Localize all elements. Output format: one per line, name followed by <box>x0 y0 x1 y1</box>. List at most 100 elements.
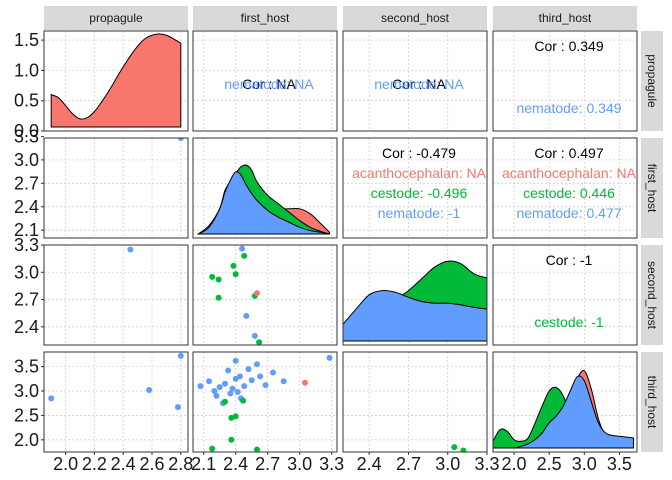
x-tick-label-second_host: 2.4 <box>357 454 382 474</box>
panel-grid-first_host-second_host <box>343 138 487 238</box>
x-tick-label-propagule: 2.8 <box>168 454 193 474</box>
point-nematode <box>236 373 243 380</box>
panel-grid-third_host-propagule <box>44 352 188 452</box>
panel-grid-second_host-third_host <box>493 245 637 345</box>
y-tick-label-second_host: 2.7 <box>14 290 39 310</box>
point-cestode <box>230 262 237 269</box>
strip-right-propagule <box>641 31 663 131</box>
point-nematode <box>174 404 181 411</box>
scatter-second_host_vs_first_host <box>209 245 263 345</box>
x-tick-label-first_host: 2.7 <box>255 454 280 474</box>
panel-grid-propagule-third_host <box>493 31 637 131</box>
point-nematode <box>239 245 246 252</box>
corr-overall-label: Cor : -0.479 <box>382 145 456 161</box>
y-tick-label-third_host: 3.5 <box>14 357 39 377</box>
panel-grid-second_host-first_host <box>193 245 337 345</box>
strip-right-label-first_host: first_host <box>645 164 659 213</box>
point-nematode <box>216 384 223 391</box>
scatter-first_host_vs_propagule <box>177 138 184 141</box>
y-tick-label-propagule: 0.0 <box>14 121 39 141</box>
panel-border-third_host-third_host <box>492 351 638 453</box>
y-tick-label-propagule: 1.0 <box>14 60 39 80</box>
point-cestode <box>209 273 216 280</box>
x-tick-label-propagule: 2.6 <box>139 454 164 474</box>
point-nematode <box>127 246 134 253</box>
panel-border-third_host-propagule <box>43 351 189 453</box>
panel-grid-propagule-second_host <box>343 31 487 131</box>
corr-third_host_first_host: Cor : 0.497 acanthocephalan: NA cestode: 0… <box>502 145 637 221</box>
point-cestode <box>215 276 222 283</box>
corr-overall-label: Cor : 0.497 <box>534 145 603 161</box>
panel-border-first_host-second_host <box>342 137 488 239</box>
x-tick-label-first_host: 3.0 <box>287 454 312 474</box>
point-nematode <box>280 378 287 385</box>
scatter-second_host_vs_propagule <box>127 246 134 253</box>
y-tick-label-first_host: 2.4 <box>14 197 39 217</box>
point-nematode <box>222 380 228 387</box>
panel-bg-third_host-propagule <box>44 352 188 452</box>
point-nematode <box>326 354 333 361</box>
point-nematode <box>243 312 250 319</box>
strip-top-first_host <box>193 6 337 30</box>
panel-border-third_host-first_host <box>192 351 338 453</box>
point-cestode <box>240 397 247 404</box>
panel-grid-propagule-first_host <box>193 31 337 131</box>
panel-grid-third_host-first_host <box>193 352 337 452</box>
point-nematode <box>251 332 258 339</box>
x-tick-label-second_host: 3.3 <box>474 454 499 474</box>
corr-group-label-cestode: cestode: 0.446 <box>523 185 615 201</box>
corr-third_host_second_host: Cor : -1 cestode: -1 <box>534 252 603 330</box>
point-nematode <box>225 367 232 374</box>
x-tick-label-third_host: 2.5 <box>537 454 562 474</box>
strip-right-second_host <box>641 245 663 345</box>
panel-border-second_host-first_host <box>192 244 338 346</box>
y-tick-label-second_host: 2.4 <box>14 317 39 337</box>
strip-right-label-second_host: second_host <box>645 261 659 330</box>
point-nematode <box>245 366 252 373</box>
point-cestode <box>222 398 228 405</box>
scatter-third_host_vs_second_host <box>451 444 467 452</box>
corr-group-label-nematode: nematode: NA <box>374 76 464 92</box>
panel-bg-third_host-first_host <box>193 352 337 452</box>
point-acanthocephalan <box>302 379 308 386</box>
point-cestode <box>254 446 260 452</box>
corr-group-label-nematode: nematode: NA <box>224 76 314 92</box>
density-group-propagule <box>50 33 182 128</box>
strip-top-label-third_host: third_host <box>539 11 592 25</box>
strip-top-label-first_host: first_host <box>241 11 290 25</box>
x-tick-label-third_host: 3.0 <box>572 454 597 474</box>
strip-top-third_host <box>493 6 637 30</box>
corr-group-label-cestode: cestode: -0.496 <box>371 185 468 201</box>
corr-overall-label: Cor : 0.349 <box>534 38 603 54</box>
panel-border-second_host-propagule <box>43 244 189 346</box>
panel-bg-third_host-second_host <box>343 352 487 452</box>
panel-grid-first_host-third_host <box>493 138 637 238</box>
x-tick-label-third_host: 3.5 <box>607 454 632 474</box>
point-acanthocephalan <box>254 290 260 297</box>
point-cestode <box>215 294 222 301</box>
y-tick-label-propagule: 0.5 <box>14 91 39 111</box>
panel-bg-second_host-third_host <box>493 245 637 345</box>
point-nematode <box>254 361 260 368</box>
panel-border-second_host-second_host <box>342 244 488 346</box>
point-cestode <box>460 447 467 452</box>
point-cestode <box>209 445 216 452</box>
density-group-first_host <box>196 164 331 235</box>
point-nematode <box>227 390 234 397</box>
panel-bg-second_host-propagule <box>44 245 188 345</box>
corr-group-label-nematode: nematode: -1 <box>378 205 461 221</box>
panel-border-first_host-first_host <box>192 137 338 239</box>
point-nematode <box>213 392 220 399</box>
point-nematode <box>257 373 264 380</box>
point-nematode <box>234 389 241 395</box>
panel-border-propagule-second_host <box>342 30 488 132</box>
point-nematode <box>241 383 248 390</box>
panel-bg-second_host-first_host <box>193 245 337 345</box>
x-tick-label-first_host: 2.1 <box>191 454 216 474</box>
x-tick-label-first_host: 2.4 <box>223 454 248 474</box>
y-tick-label-first_host: 3.0 <box>14 150 39 170</box>
corr-group-label-nematode: nematode: 0.349 <box>516 100 621 116</box>
panel-bg-propagule-third_host <box>493 31 637 131</box>
x-tick-label-first_host: 3.3 <box>319 454 344 474</box>
